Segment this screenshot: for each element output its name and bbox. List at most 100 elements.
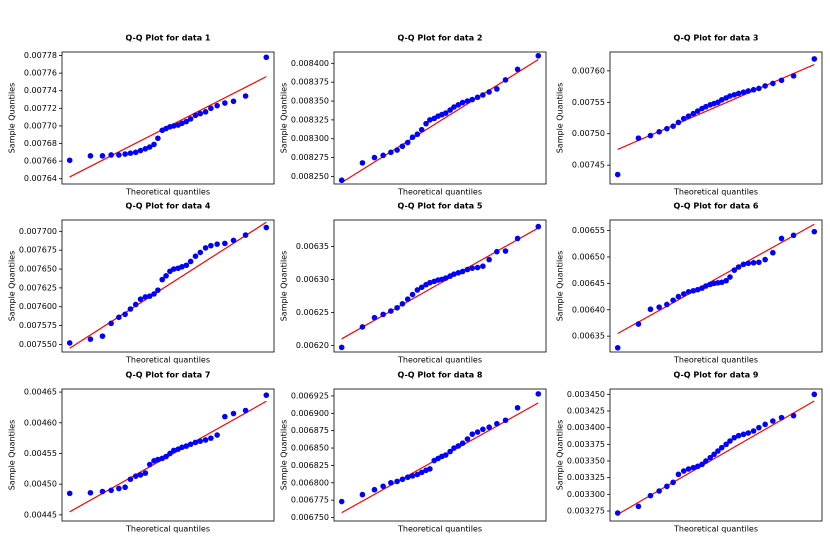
data-point <box>675 471 682 478</box>
data-point <box>727 93 733 99</box>
data-point <box>778 235 785 242</box>
data-point <box>427 117 433 123</box>
data-point <box>614 171 621 178</box>
data-point <box>770 80 776 87</box>
data-point <box>750 86 757 93</box>
data-point <box>99 153 106 159</box>
data-point <box>656 129 662 135</box>
data-point <box>778 77 785 84</box>
y-tick-label: 0.003400 <box>567 423 605 432</box>
data-point <box>183 118 190 125</box>
y-tick-label: 0.007550 <box>19 340 57 349</box>
y-tick-label: 0.006750 <box>291 513 329 522</box>
data-point <box>635 135 642 141</box>
data-point <box>740 431 747 438</box>
y-tick-label: 0.006875 <box>291 426 329 435</box>
plot-frame <box>333 219 547 353</box>
data-point <box>680 468 687 474</box>
y-tick-label: 0.00620 <box>296 341 329 350</box>
data-point <box>99 333 106 339</box>
data-point <box>474 429 481 435</box>
data-point <box>197 249 204 256</box>
y-tick-label: 0.00770 <box>24 121 57 130</box>
data-point <box>394 478 400 485</box>
fit-line <box>617 223 815 335</box>
x-axis-label: Theoretical quantiles <box>673 525 758 534</box>
data-point <box>451 445 457 451</box>
data-point <box>770 249 776 256</box>
x-axis-label: Theoretical quantiles <box>397 188 482 197</box>
data-point <box>127 306 134 312</box>
data-point <box>455 270 462 276</box>
data-point <box>535 223 542 230</box>
data-point <box>142 146 149 152</box>
data-point <box>745 260 752 267</box>
data-point <box>151 141 157 148</box>
y-tick-label: 0.00750 <box>572 129 605 138</box>
data-point <box>474 94 481 101</box>
data-point <box>703 103 709 110</box>
y-tick-label: 0.006800 <box>291 478 329 487</box>
data-point <box>740 261 747 268</box>
data-point <box>718 279 725 286</box>
data-point <box>442 275 449 281</box>
data-point <box>409 291 416 298</box>
y-tick-label: 0.00745 <box>572 161 605 170</box>
data-point <box>338 177 345 184</box>
data-point <box>192 439 199 446</box>
data-point <box>414 287 421 293</box>
data-point <box>711 451 717 458</box>
data-point <box>685 113 692 119</box>
y-tick-label: 0.006925 <box>291 391 329 400</box>
data-point <box>116 314 122 321</box>
data-point <box>703 458 709 464</box>
data-point <box>703 283 709 289</box>
data-point <box>179 444 185 451</box>
y-tick-label: 0.007675 <box>19 246 57 255</box>
chart-title: Q-Q Plot for data 3 <box>674 34 759 43</box>
y-axis-label: Sample Quantiles <box>556 83 565 154</box>
data-point <box>486 424 492 431</box>
data-point <box>87 489 94 496</box>
data-point <box>380 152 386 159</box>
data-point <box>464 98 471 104</box>
y-axis-label: Sample Quantiles <box>280 83 289 154</box>
y-axis-label: Sample Quantiles <box>556 420 565 491</box>
data-point <box>127 476 134 483</box>
data-point <box>202 109 209 115</box>
data-point <box>647 306 654 313</box>
data-point <box>427 279 433 286</box>
plot-frame <box>61 219 275 353</box>
data-point <box>380 483 386 490</box>
y-tick-label: 0.007600 <box>19 302 57 311</box>
data-point <box>192 253 199 260</box>
y-tick-label: 0.007700 <box>19 227 57 236</box>
y-tick-label: 0.00764 <box>24 174 57 183</box>
data-point <box>756 424 762 431</box>
plot-frame <box>333 51 547 185</box>
x-axis-label: Theoretical quantiles <box>673 356 758 365</box>
chart-title: Q-Q Plot for data 1 <box>126 34 211 43</box>
data-point <box>192 112 199 119</box>
data-point <box>208 105 214 112</box>
y-tick-label: 0.00625 <box>296 308 329 317</box>
y-tick-label: 0.00774 <box>24 86 57 95</box>
data-point <box>87 153 94 159</box>
y-tick-label: 0.008325 <box>291 115 329 124</box>
y-tick-label: 0.008275 <box>291 153 329 162</box>
data-point <box>770 418 776 424</box>
data-point <box>735 90 742 97</box>
data-point <box>442 452 449 458</box>
data-point <box>394 304 400 311</box>
data-point <box>263 392 270 398</box>
chart-title: Q-Q Plot for data 8 <box>398 371 483 380</box>
data-point <box>167 450 173 457</box>
data-point <box>486 89 492 95</box>
data-point <box>179 120 185 127</box>
data-point <box>790 232 797 239</box>
data-point <box>656 304 662 310</box>
data-point <box>778 414 785 421</box>
data-point <box>371 314 378 321</box>
data-point <box>762 83 768 89</box>
data-point <box>155 456 161 463</box>
